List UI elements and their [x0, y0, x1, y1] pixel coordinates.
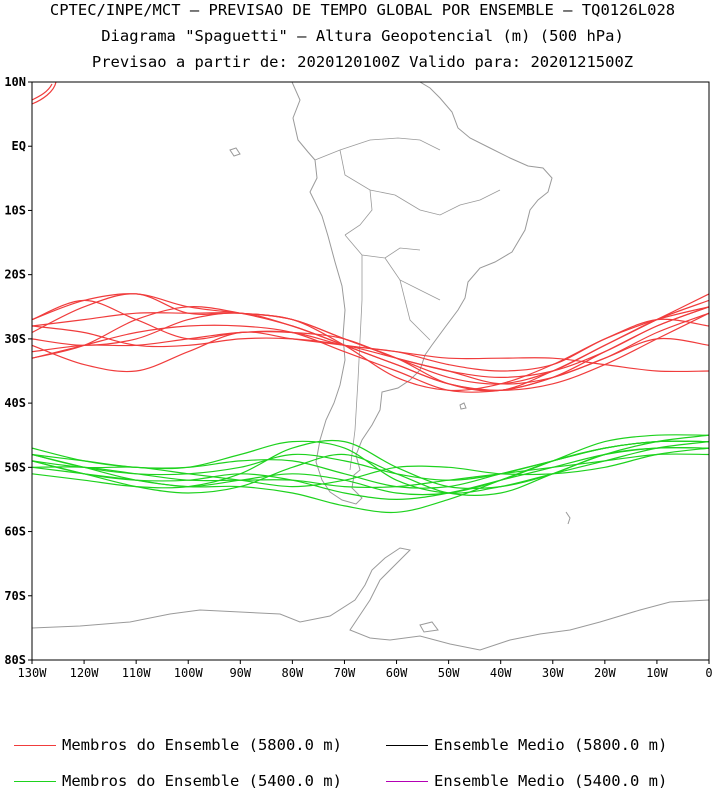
lon-label: 120W: [70, 666, 100, 680]
contour-5800-member: [32, 299, 709, 372]
legend-black-label: Ensemble Medio (5800.0 m): [434, 736, 668, 754]
lon-label: 20W: [594, 666, 616, 680]
legend-green-swatch: [14, 780, 56, 782]
contour-5400-member: [32, 434, 709, 496]
contour-lines: [32, 82, 709, 514]
contour-5400-member: [32, 447, 709, 488]
title-line-1: CPTEC/INPE/MCT – PREVISAO DE TEMPO GLOBA…: [49, 1, 676, 19]
lat-label: 40S: [4, 396, 26, 410]
lat-label: 60S: [4, 525, 26, 539]
legend-purple-mean: Ensemble Medio (5400.0 m): [386, 772, 667, 790]
legend-green-members: Membros do Ensemble (5400.0 m): [14, 772, 342, 790]
lon-label: 70W: [334, 666, 356, 680]
lat-label: 10N: [4, 75, 26, 89]
lat-label: 50S: [4, 460, 26, 474]
lon-label: 80W: [282, 666, 304, 680]
legend-black-mean: Ensemble Medio (5800.0 m): [386, 736, 667, 754]
title-line-2: Diagrama "Spaguetti" – Altura Geopotenci…: [101, 27, 624, 45]
contour-5400-member: [32, 440, 709, 514]
antarctica-coast: [32, 547, 709, 651]
contour-5800-member: [32, 306, 709, 379]
contour-5400-member: [32, 453, 709, 489]
lon-label: 110W: [122, 666, 152, 680]
lon-label: 100W: [174, 666, 204, 680]
lat-label: 10S: [4, 203, 26, 217]
contour-5800-member: [32, 306, 709, 393]
lat-label: 20S: [4, 268, 26, 282]
contour-5800-member: [32, 293, 709, 392]
legend-black-swatch: [386, 744, 428, 746]
legend-red-members: Membros do Ensemble (5800.0 m): [14, 736, 342, 754]
legend-purple-label: Ensemble Medio (5400.0 m): [434, 772, 668, 790]
contour-5800-fragment: [32, 82, 57, 105]
legend-red-label: Membros do Ensemble (5800.0 m): [62, 736, 342, 754]
contour-5800-member: [32, 306, 709, 391]
contour-5800-member: [32, 331, 709, 385]
lat-label: EQ: [12, 139, 26, 153]
legend-red-swatch: [14, 744, 56, 746]
contour-5400-member: [32, 440, 709, 481]
title-line-3: Previsao a partir de: 2020120100Z Valido…: [91, 53, 634, 71]
lon-label: 10W: [646, 666, 668, 680]
plot-frame: [31, 81, 710, 661]
country-borders: [314, 137, 501, 471]
island-outlines: [229, 147, 571, 633]
south-america-coast: [291, 82, 553, 505]
lon-label: 30W: [542, 666, 564, 680]
lat-label: 30S: [4, 332, 26, 346]
lon-label: 60W: [386, 666, 408, 680]
land-outlines: [32, 82, 709, 651]
contour-5800-member: [32, 293, 709, 392]
lon-label: 0: [705, 666, 712, 680]
lon-label: 130W: [18, 666, 48, 680]
lon-label: 40W: [490, 666, 512, 680]
lon-label: 90W: [229, 666, 251, 680]
lon-label: 50W: [438, 666, 460, 680]
lat-label: 70S: [4, 589, 26, 603]
legend-green-label: Membros do Ensemble (5400.0 m): [62, 772, 342, 790]
lat-label: 80S: [4, 653, 26, 667]
legend-purple-swatch: [386, 780, 428, 782]
